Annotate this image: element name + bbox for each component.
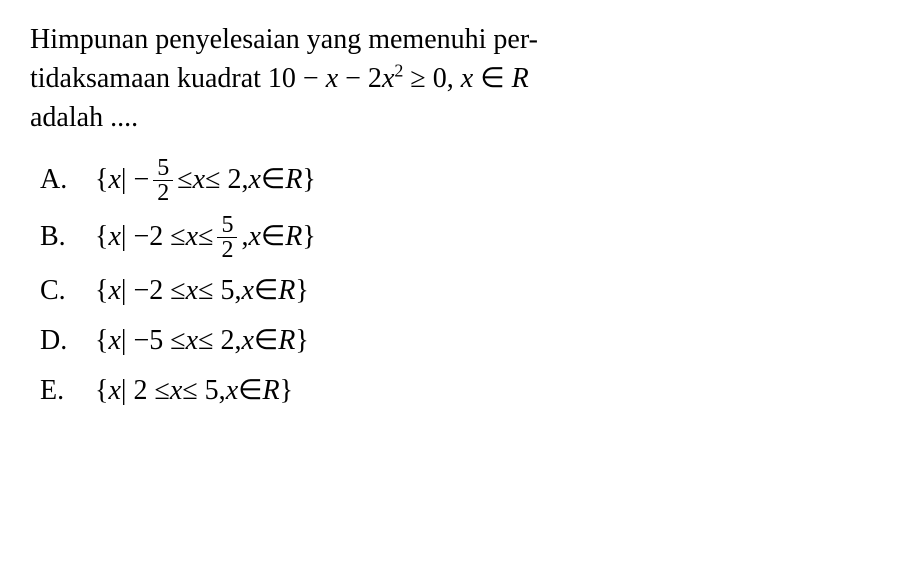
numerator: 5 bbox=[153, 156, 173, 180]
fraction: 52 bbox=[217, 213, 237, 262]
var-x: x bbox=[108, 320, 120, 362]
set-r: R bbox=[285, 159, 302, 201]
brace-close: } bbox=[280, 370, 293, 412]
question-line2-p2: − 2 bbox=[338, 63, 382, 94]
content-text: | −5 ≤ bbox=[121, 320, 186, 362]
fraction: 52 bbox=[153, 156, 173, 205]
option-b: B. {x | −2 ≤ x ≤ 52, x ∈ R} bbox=[40, 213, 867, 262]
question-line3: adalah .... bbox=[30, 102, 138, 133]
denominator: 2 bbox=[217, 237, 237, 262]
content-text2: ≤ 5, bbox=[182, 370, 225, 412]
var-x: x bbox=[241, 320, 253, 362]
option-b-label: B. bbox=[40, 216, 95, 258]
brace-open: { bbox=[95, 320, 108, 362]
brace-open: { bbox=[95, 159, 108, 201]
var-x: x bbox=[248, 216, 260, 258]
question-set-r: R bbox=[512, 63, 529, 94]
bar-text: | −2 ≤ bbox=[121, 216, 186, 258]
mid-text: ≤ bbox=[177, 159, 192, 201]
content-text: | −2 ≤ bbox=[121, 270, 186, 312]
var-x: x bbox=[108, 216, 120, 258]
set-r: R bbox=[285, 216, 302, 258]
question-var-x3: x bbox=[461, 63, 473, 94]
question-line2-p3: ≥ 0, bbox=[403, 63, 460, 94]
option-a: A. {x | −52 ≤ x ≤ 2, x ∈ R} bbox=[40, 156, 867, 205]
bar-text: | − bbox=[121, 159, 149, 201]
question-var-x2: x bbox=[382, 63, 394, 94]
var-x: x bbox=[186, 320, 198, 362]
question-text: Himpunan penyelesaian yang memenuhi per-… bbox=[30, 20, 867, 138]
set-r: R bbox=[263, 370, 280, 412]
option-d: D. {x | −5 ≤ x ≤ 2, x ∈ R} bbox=[40, 320, 867, 362]
option-e-content: {x | 2 ≤ x ≤ 5, x ∈ R} bbox=[95, 370, 293, 412]
var-x: x bbox=[226, 370, 238, 412]
in-symbol: ∈ bbox=[254, 270, 278, 312]
in-symbol: ∈ bbox=[261, 159, 285, 201]
var-x: x bbox=[241, 270, 253, 312]
var-x: x bbox=[170, 370, 182, 412]
option-e-label: E. bbox=[40, 370, 95, 412]
brace-open: { bbox=[95, 270, 108, 312]
var-x: x bbox=[248, 159, 260, 201]
brace-close: } bbox=[302, 216, 315, 258]
option-c-label: C. bbox=[40, 270, 95, 312]
brace-close: } bbox=[302, 159, 315, 201]
numerator: 5 bbox=[217, 213, 237, 237]
option-c: C. {x | −2 ≤ x ≤ 5, x ∈ R} bbox=[40, 270, 867, 312]
option-a-label: A. bbox=[40, 159, 95, 201]
brace-close: } bbox=[295, 320, 308, 362]
content-text2: ≤ 5, bbox=[198, 270, 241, 312]
brace-close: } bbox=[295, 270, 308, 312]
option-d-label: D. bbox=[40, 320, 95, 362]
var-x: x bbox=[108, 159, 120, 201]
question-line2-p1: tidaksamaan kuadrat 10 − bbox=[30, 63, 326, 94]
question-line1: Himpunan penyelesaian yang memenuhi per- bbox=[30, 24, 538, 55]
option-b-content: {x | −2 ≤ x ≤ 52, x ∈ R} bbox=[95, 213, 316, 262]
option-c-content: {x | −2 ≤ x ≤ 5, x ∈ R} bbox=[95, 270, 309, 312]
option-d-content: {x | −5 ≤ x ≤ 2, x ∈ R} bbox=[95, 320, 309, 362]
brace-open: { bbox=[95, 370, 108, 412]
set-r: R bbox=[278, 320, 295, 362]
option-e: E. {x | 2 ≤ x ≤ 5, x ∈ R} bbox=[40, 370, 867, 412]
var-x: x bbox=[186, 270, 198, 312]
denominator: 2 bbox=[153, 180, 173, 205]
options-container: A. {x | −52 ≤ x ≤ 2, x ∈ R} B. {x | −2 ≤… bbox=[30, 156, 867, 412]
content-text2: ≤ 2, bbox=[198, 320, 241, 362]
brace-open: { bbox=[95, 216, 108, 258]
question-line2-p4: ∈ bbox=[473, 63, 511, 94]
question-var-x1: x bbox=[326, 63, 338, 94]
var-x: x bbox=[186, 216, 198, 258]
option-a-content: {x | −52 ≤ x ≤ 2, x ∈ R} bbox=[95, 156, 316, 205]
var-x: x bbox=[193, 159, 205, 201]
set-r: R bbox=[278, 270, 295, 312]
in-symbol: ∈ bbox=[238, 370, 262, 412]
in-symbol: ∈ bbox=[254, 320, 278, 362]
content-text: | 2 ≤ bbox=[121, 370, 170, 412]
var-x: x bbox=[108, 270, 120, 312]
mid-text: ≤ bbox=[198, 216, 213, 258]
mid-text2: ≤ 2, bbox=[205, 159, 248, 201]
var-x: x bbox=[108, 370, 120, 412]
in-symbol: ∈ bbox=[261, 216, 285, 258]
